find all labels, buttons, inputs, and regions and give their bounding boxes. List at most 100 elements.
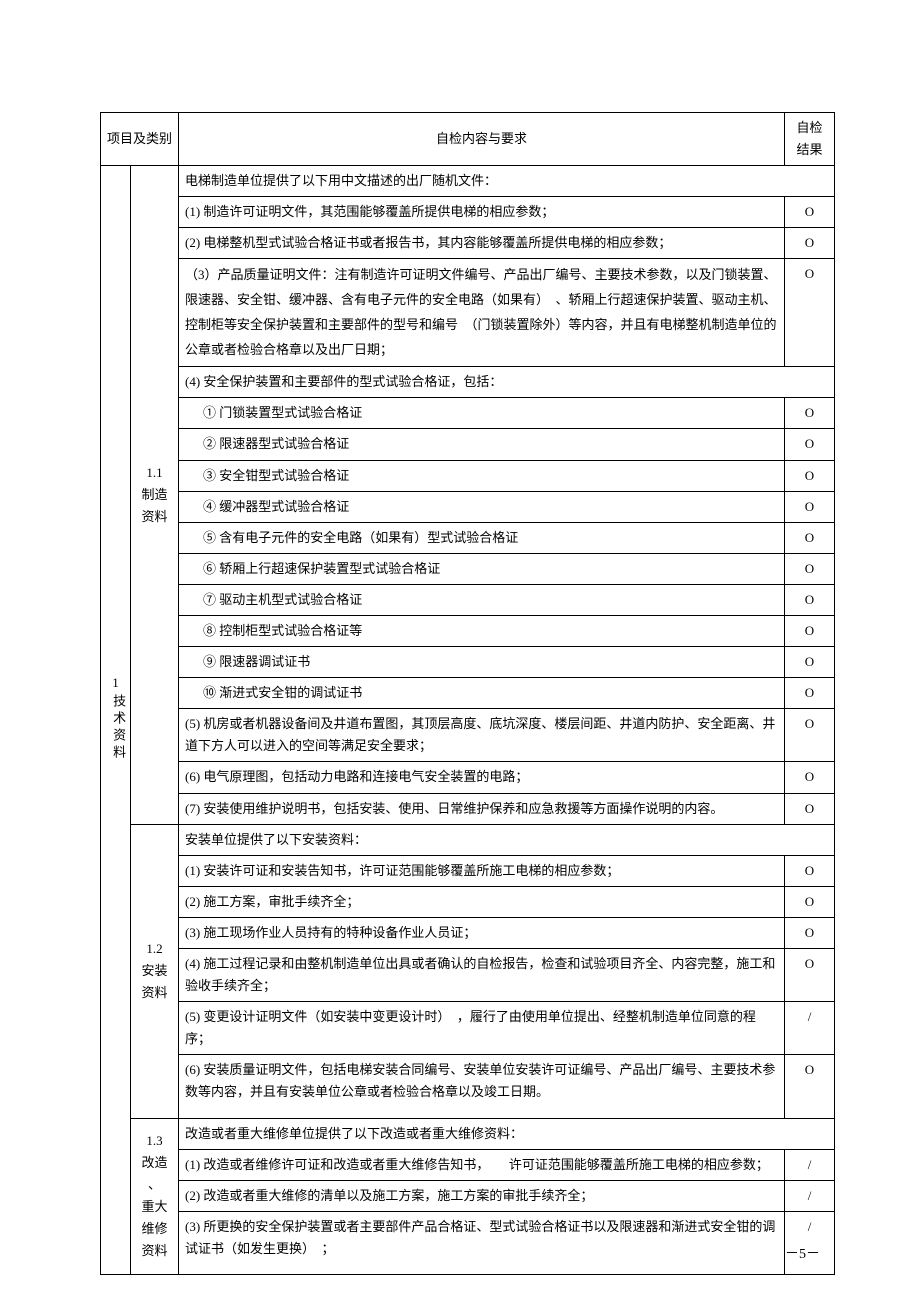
cat-1-2-l1: 安装: [133, 960, 176, 982]
content-cell: (5) 变更设计证明文件（如安装中变更设计时） ，履行了由使用单位提出、经整机制…: [179, 1002, 785, 1055]
category-1: 1 技术资料: [101, 166, 131, 1275]
result-cell: O: [785, 917, 835, 948]
result-cell: O: [785, 647, 835, 678]
result-cell: /: [785, 1002, 835, 1055]
cat-1-3-l4: 维修: [133, 1218, 176, 1240]
result-cell: O: [785, 429, 835, 460]
cat-1-3-num: 1.3: [133, 1130, 176, 1152]
inspection-table: 项目及类别 自检内容与要求 自检结果 1 技术资料 1.1 制造 资料 电梯制造…: [100, 112, 835, 1275]
content-cell: (6) 安装质量证明文件，包括电梯安装合同编号、安装单位安装许可证编号、产品出厂…: [179, 1055, 785, 1118]
table-row: (5) 变更设计证明文件（如安装中变更设计时） ，履行了由使用单位提出、经整机制…: [101, 1002, 835, 1055]
table-row: (6) 电气原理图，包括动力电路和连接电气安全装置的电路； O: [101, 762, 835, 793]
result-cell: O: [785, 553, 835, 584]
table-row: ⑨ 限速器调试证书 O: [101, 647, 835, 678]
content-cell: (3) 施工现场作业人员持有的特种设备作业人员证；: [179, 917, 785, 948]
result-cell: O: [785, 949, 835, 1002]
content-cell: (1) 改造或者维修许可证和改造或者重大维修告知书， 许可证范围能够覆盖所施工电…: [179, 1149, 785, 1180]
header-content: 自检内容与要求: [179, 113, 785, 166]
table-row: ⑤ 含有电子元件的安全电路（如果有）型式试验合格证 O: [101, 522, 835, 553]
content-cell: (4) 安全保护装置和主要部件的型式试验合格证，包括：: [179, 367, 835, 398]
header-result: 自检结果: [785, 113, 835, 166]
table-row: ⑦ 驱动主机型式试验合格证 O: [101, 584, 835, 615]
result-cell: O: [785, 491, 835, 522]
content-cell: ⑨ 限速器调试证书: [179, 647, 785, 678]
table-row: (2) 改造或者重大维修的清单以及施工方案，施工方案的审批手续齐全； /: [101, 1180, 835, 1211]
content-cell: 改造或者重大维修单位提供了以下改造或者重大维修资料：: [179, 1118, 835, 1149]
result-cell: O: [785, 793, 835, 824]
content-cell: (6) 电气原理图，包括动力电路和连接电气安全装置的电路；: [179, 762, 785, 793]
page-number: －5－: [785, 1243, 820, 1263]
table-row: (1) 制造许可证明文件，其范围能够覆盖所提供电梯的相应参数； O: [101, 197, 835, 228]
cat-1-1-num: 1.1: [133, 462, 176, 484]
table-row: (2) 施工方案，审批手续齐全； O: [101, 886, 835, 917]
content-cell: ④ 缓冲器型式试验合格证: [179, 491, 785, 522]
content-cell: (1) 安装许可证和安装告知书，许可证范围能够覆盖所施工电梯的相应参数；: [179, 855, 785, 886]
table-row: (1) 安装许可证和安装告知书，许可证范围能够覆盖所施工电梯的相应参数； O: [101, 855, 835, 886]
cat-1-3-l2: 、: [133, 1174, 176, 1196]
table-row: ① 门锁装置型式试验合格证 O: [101, 398, 835, 429]
content-cell: ⑩ 渐进式安全钳的调试证书: [179, 678, 785, 709]
header-row: 项目及类别 自检内容与要求 自检结果: [101, 113, 835, 166]
content-cell: 电梯制造单位提供了以下用中文描述的出厂随机文件：: [179, 166, 835, 197]
table-row: (3) 所更换的安全保护装置或者主要部件产品合格证、型式试验合格证书以及限速器和…: [101, 1211, 835, 1274]
cat-1-3-l1: 改造: [133, 1152, 176, 1174]
table-row: (2) 电梯整机型式试验合格证书或者报告书，其内容能够覆盖所提供电梯的相应参数；…: [101, 228, 835, 259]
content-cell: （3）产品质量证明文件：注有制造许可证明文件编号、产品出厂编号、主要技术参数，以…: [179, 259, 785, 367]
result-cell: O: [785, 398, 835, 429]
content-cell: 安装单位提供了以下安装资料：: [179, 824, 835, 855]
table-row: (7) 安装使用维护说明书，包括安装、使用、日常维护保养和应急救援等方面操作说明…: [101, 793, 835, 824]
content-cell: ⑦ 驱动主机型式试验合格证: [179, 584, 785, 615]
result-cell: O: [785, 855, 835, 886]
cat-1-1-l2: 资料: [133, 506, 176, 528]
table-row: ② 限速器型式试验合格证 O: [101, 429, 835, 460]
content-cell: (3) 所更换的安全保护装置或者主要部件产品合格证、型式试验合格证书以及限速器和…: [179, 1211, 785, 1274]
cat-1-2-l2: 资料: [133, 982, 176, 1004]
table-row: (1) 改造或者维修许可证和改造或者重大维修告知书， 许可证范围能够覆盖所施工电…: [101, 1149, 835, 1180]
table-row: ④ 缓冲器型式试验合格证 O: [101, 491, 835, 522]
cat-1-1-l1: 制造: [133, 484, 176, 506]
content-cell: (2) 施工方案，审批手续齐全；: [179, 886, 785, 917]
result-cell: O: [785, 197, 835, 228]
result-cell: O: [785, 709, 835, 762]
table-row: 1.3 改造 、 重大 维修 资料 改造或者重大维修单位提供了以下改造或者重大维…: [101, 1118, 835, 1149]
content-cell: ⑤ 含有电子元件的安全电路（如果有）型式试验合格证: [179, 522, 785, 553]
category-1-3: 1.3 改造 、 重大 维修 资料: [131, 1118, 179, 1274]
content-cell: ② 限速器型式试验合格证: [179, 429, 785, 460]
table-row: （3）产品质量证明文件：注有制造许可证明文件编号、产品出厂编号、主要技术参数，以…: [101, 259, 835, 367]
table-row: ③ 安全钳型式试验合格证 O: [101, 460, 835, 491]
content-cell: ① 门锁装置型式试验合格证: [179, 398, 785, 429]
table-row: (6) 安装质量证明文件，包括电梯安装合同编号、安装单位安装许可证编号、产品出厂…: [101, 1055, 835, 1118]
result-cell: /: [785, 1149, 835, 1180]
content-cell: (2) 改造或者重大维修的清单以及施工方案，施工方案的审批手续齐全；: [179, 1180, 785, 1211]
result-cell: O: [785, 584, 835, 615]
table-row: ⑩ 渐进式安全钳的调试证书 O: [101, 678, 835, 709]
table-row: ⑥ 轿厢上行超速保护装置型式试验合格证 O: [101, 553, 835, 584]
category-1-1: 1.1 制造 资料: [131, 166, 179, 824]
content-cell: ③ 安全钳型式试验合格证: [179, 460, 785, 491]
content-cell: ⑧ 控制柜型式试验合格证等: [179, 615, 785, 646]
table-row: (3) 施工现场作业人员持有的特种设备作业人员证； O: [101, 917, 835, 948]
header-category: 项目及类别: [101, 113, 179, 166]
content-cell: ⑥ 轿厢上行超速保护装置型式试验合格证: [179, 553, 785, 584]
content-cell: (2) 电梯整机型式试验合格证书或者报告书，其内容能够覆盖所提供电梯的相应参数；: [179, 228, 785, 259]
category-1-label: 技术资料: [107, 694, 129, 762]
cat-1-3-l5: 资料: [133, 1240, 176, 1262]
result-cell: O: [785, 886, 835, 917]
result-cell: O: [785, 259, 835, 367]
content-cell: (5) 机房或者机器设备间及井道布置图，其顶层高度、底坑深度、楼层间距、井道内防…: [179, 709, 785, 762]
cat-1-3-l3: 重大: [133, 1196, 176, 1218]
category-1-2: 1.2 安装 资料: [131, 824, 179, 1118]
table-row: 1 技术资料 1.1 制造 资料 电梯制造单位提供了以下用中文描述的出厂随机文件…: [101, 166, 835, 197]
result-cell: O: [785, 1055, 835, 1118]
table-row: (4) 安全保护装置和主要部件的型式试验合格证，包括：: [101, 367, 835, 398]
content-cell: (7) 安装使用维护说明书，包括安装、使用、日常维护保养和应急救援等方面操作说明…: [179, 793, 785, 824]
category-1-num: 1: [107, 672, 124, 694]
result-cell: /: [785, 1180, 835, 1211]
result-cell: O: [785, 522, 835, 553]
result-cell: O: [785, 678, 835, 709]
table-row: 1.2 安装 资料 安装单位提供了以下安装资料：: [101, 824, 835, 855]
table-row: ⑧ 控制柜型式试验合格证等 O: [101, 615, 835, 646]
result-cell: O: [785, 762, 835, 793]
cat-1-2-num: 1.2: [133, 938, 176, 960]
result-cell: O: [785, 228, 835, 259]
